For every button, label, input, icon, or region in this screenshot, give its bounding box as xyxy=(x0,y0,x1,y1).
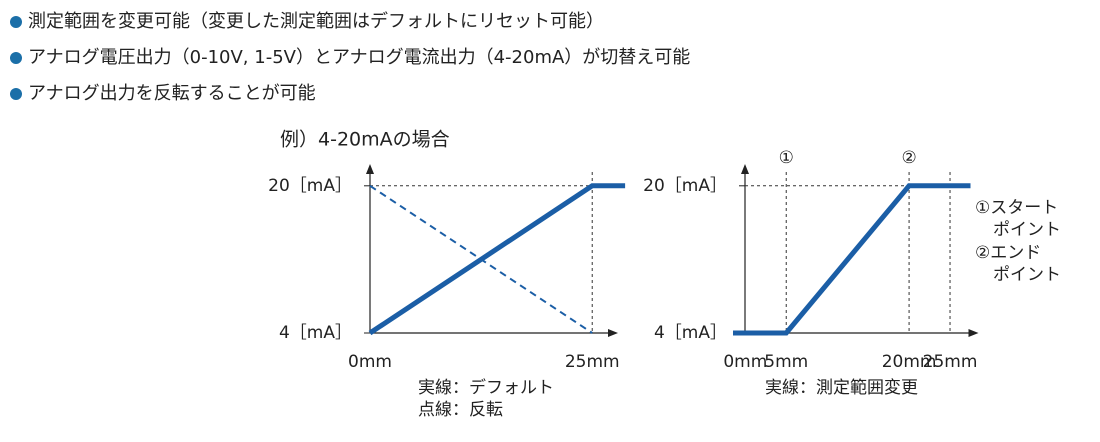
y-tick-label: 20［mA］ xyxy=(643,176,727,196)
bullet-dot xyxy=(10,88,22,100)
x-tick-label: 25mm xyxy=(565,352,620,372)
legend-caption: 実線：デフォルト xyxy=(418,377,554,398)
series-line xyxy=(733,183,971,336)
note: ①スタート xyxy=(975,198,1058,218)
legend-caption: 実線：測定範囲変更 xyxy=(765,378,918,398)
bullet-dot xyxy=(10,16,22,28)
y-tick-label: 4［mA］ xyxy=(654,323,727,343)
x-tick-label: 25mm xyxy=(923,352,978,372)
series-line xyxy=(368,183,626,336)
bullet-text: 測定範囲を変更可能（変更した測定範囲はデフォルトにリセット可能） xyxy=(28,11,604,32)
note: ②エンド xyxy=(975,243,1041,263)
bullet-dot xyxy=(10,52,22,64)
x-tick-label: 5mm xyxy=(764,352,808,372)
y-axis-arrow xyxy=(366,164,374,174)
chart-title: 例）4-20mAの場合 xyxy=(280,129,450,151)
x-tick-label: 20mm xyxy=(882,352,937,372)
y-tick-label: 20［mA］ xyxy=(268,176,352,196)
annotation: ② xyxy=(901,148,916,168)
series-line xyxy=(369,184,593,334)
x-tick-label: 0mm xyxy=(348,352,392,372)
x-tick-label: 0mm xyxy=(723,352,767,372)
note: ポイント xyxy=(993,265,1061,285)
annotation: ① xyxy=(779,148,794,168)
note: ポイント xyxy=(993,220,1061,240)
legend-caption: 点線：反転 xyxy=(418,400,503,420)
bullet-text: アナログ電圧出力（0-10V, 1-5V）とアナログ電流出力（4-20mA）が切… xyxy=(28,47,690,68)
x-axis-arrow xyxy=(968,329,979,337)
y-tick-label: 4［mA］ xyxy=(279,323,352,343)
bullet-text: アナログ出力を反転することが可能 xyxy=(28,83,316,104)
x-axis-arrow xyxy=(608,329,618,337)
y-axis-arrow xyxy=(741,164,749,174)
